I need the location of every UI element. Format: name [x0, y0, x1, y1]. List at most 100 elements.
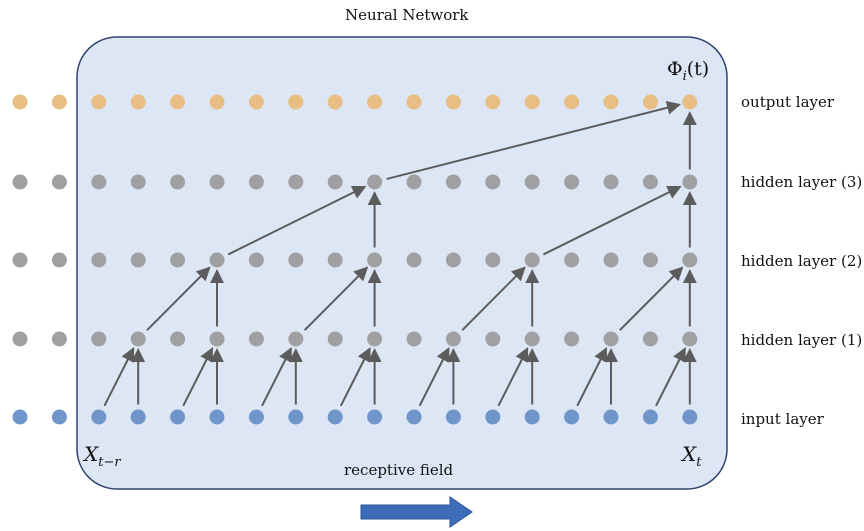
output-node	[130, 94, 146, 110]
output-node	[51, 94, 67, 110]
connection-arrow	[227, 185, 367, 256]
input-end-label: Xt	[682, 442, 702, 470]
hidden2-node	[51, 252, 67, 268]
connection-arrow	[461, 266, 526, 331]
hidden1-node	[51, 331, 67, 347]
hidden2-node	[642, 252, 658, 268]
hidden3-node	[130, 174, 146, 190]
hidden3-node	[327, 174, 343, 190]
output-node	[564, 94, 580, 110]
network-panel	[76, 36, 728, 490]
direction-arrow-group	[360, 496, 473, 528]
receptive-field-label: receptive field	[344, 461, 454, 479]
hidden1-node	[288, 331, 304, 347]
output-node	[12, 94, 28, 110]
connection-arrow	[619, 266, 684, 331]
hidden3-node	[485, 174, 501, 190]
hidden3-node	[91, 174, 107, 190]
input-node	[485, 409, 501, 425]
output-node	[445, 94, 461, 110]
input-node	[91, 409, 107, 425]
hidden1-node	[209, 331, 225, 347]
connection-arrow	[418, 347, 450, 407]
hidden1-node	[642, 331, 658, 347]
hidden2-node	[406, 252, 422, 268]
hidden3-node	[367, 174, 383, 190]
layer-label-hidden-3: hidden layer (3)	[741, 173, 863, 191]
output-label: Φi(t)	[667, 58, 710, 84]
layer-label-hidden-2: hidden layer (2)	[741, 252, 863, 270]
hidden1-node	[12, 331, 28, 347]
input-start-label: Xt−r	[84, 442, 121, 470]
hidden2-node	[603, 252, 619, 268]
output-node	[524, 94, 540, 110]
hidden3-node	[445, 174, 461, 190]
input-node	[682, 409, 698, 425]
output-node	[642, 94, 658, 110]
connection-arrow	[182, 347, 214, 407]
hidden3-node	[682, 174, 698, 190]
hidden1-node	[248, 331, 264, 347]
connections	[103, 100, 697, 407]
hidden2-node	[288, 252, 304, 268]
hidden2-node	[130, 252, 146, 268]
input-node	[524, 409, 540, 425]
hidden1-node	[130, 331, 146, 347]
input-node	[209, 409, 225, 425]
hidden3-node	[288, 174, 304, 190]
input-node	[367, 409, 383, 425]
hidden3-node	[603, 174, 619, 190]
output-node	[682, 94, 698, 110]
hidden2-node	[248, 252, 264, 268]
input-node	[327, 409, 343, 425]
layer-label-output: output layer	[741, 93, 835, 111]
hidden1-node	[485, 331, 501, 347]
output-node	[406, 94, 422, 110]
hidden1-node	[367, 331, 383, 347]
hidden3-node	[170, 174, 186, 190]
hidden3-node	[642, 174, 658, 190]
input-node	[445, 409, 461, 425]
connection-arrow	[303, 266, 369, 331]
input-node	[564, 409, 580, 425]
input-node	[406, 409, 422, 425]
connection-arrow	[146, 266, 211, 331]
hidden1-node	[170, 331, 186, 347]
hidden3-node	[524, 174, 540, 190]
hidden1-node	[406, 331, 422, 347]
hidden3-node	[248, 174, 264, 190]
hidden3-node	[209, 174, 225, 190]
connection-arrow	[339, 347, 371, 407]
output-node	[91, 94, 107, 110]
input-node	[170, 409, 186, 425]
hidden3-node	[406, 174, 422, 190]
hidden2-node	[485, 252, 501, 268]
layer-label-input: input layer	[741, 410, 824, 428]
hidden1-node	[682, 331, 698, 347]
hidden2-node	[12, 252, 28, 268]
hidden1-node	[603, 331, 619, 347]
output-node	[248, 94, 264, 110]
hidden2-node	[682, 252, 698, 268]
layer-label-hidden-1: hidden layer (1)	[741, 331, 863, 349]
output-node	[367, 94, 383, 110]
input-node	[130, 409, 146, 425]
nodes	[12, 94, 698, 425]
hidden2-node	[524, 252, 540, 268]
hidden3-node	[564, 174, 580, 190]
hidden3-node	[12, 174, 28, 190]
hidden2-node	[445, 252, 461, 268]
connection-arrow	[261, 347, 292, 407]
hidden2-node	[564, 252, 580, 268]
hidden2-node	[170, 252, 186, 268]
hidden2-node	[327, 252, 343, 268]
hidden1-node	[564, 331, 580, 347]
hidden1-node	[445, 331, 461, 347]
output-node	[327, 94, 343, 110]
output-node	[485, 94, 501, 110]
input-node	[12, 409, 28, 425]
connection-arrow	[655, 347, 686, 407]
output-node	[288, 94, 304, 110]
hidden2-node	[367, 252, 383, 268]
connection-arrow	[542, 185, 682, 256]
